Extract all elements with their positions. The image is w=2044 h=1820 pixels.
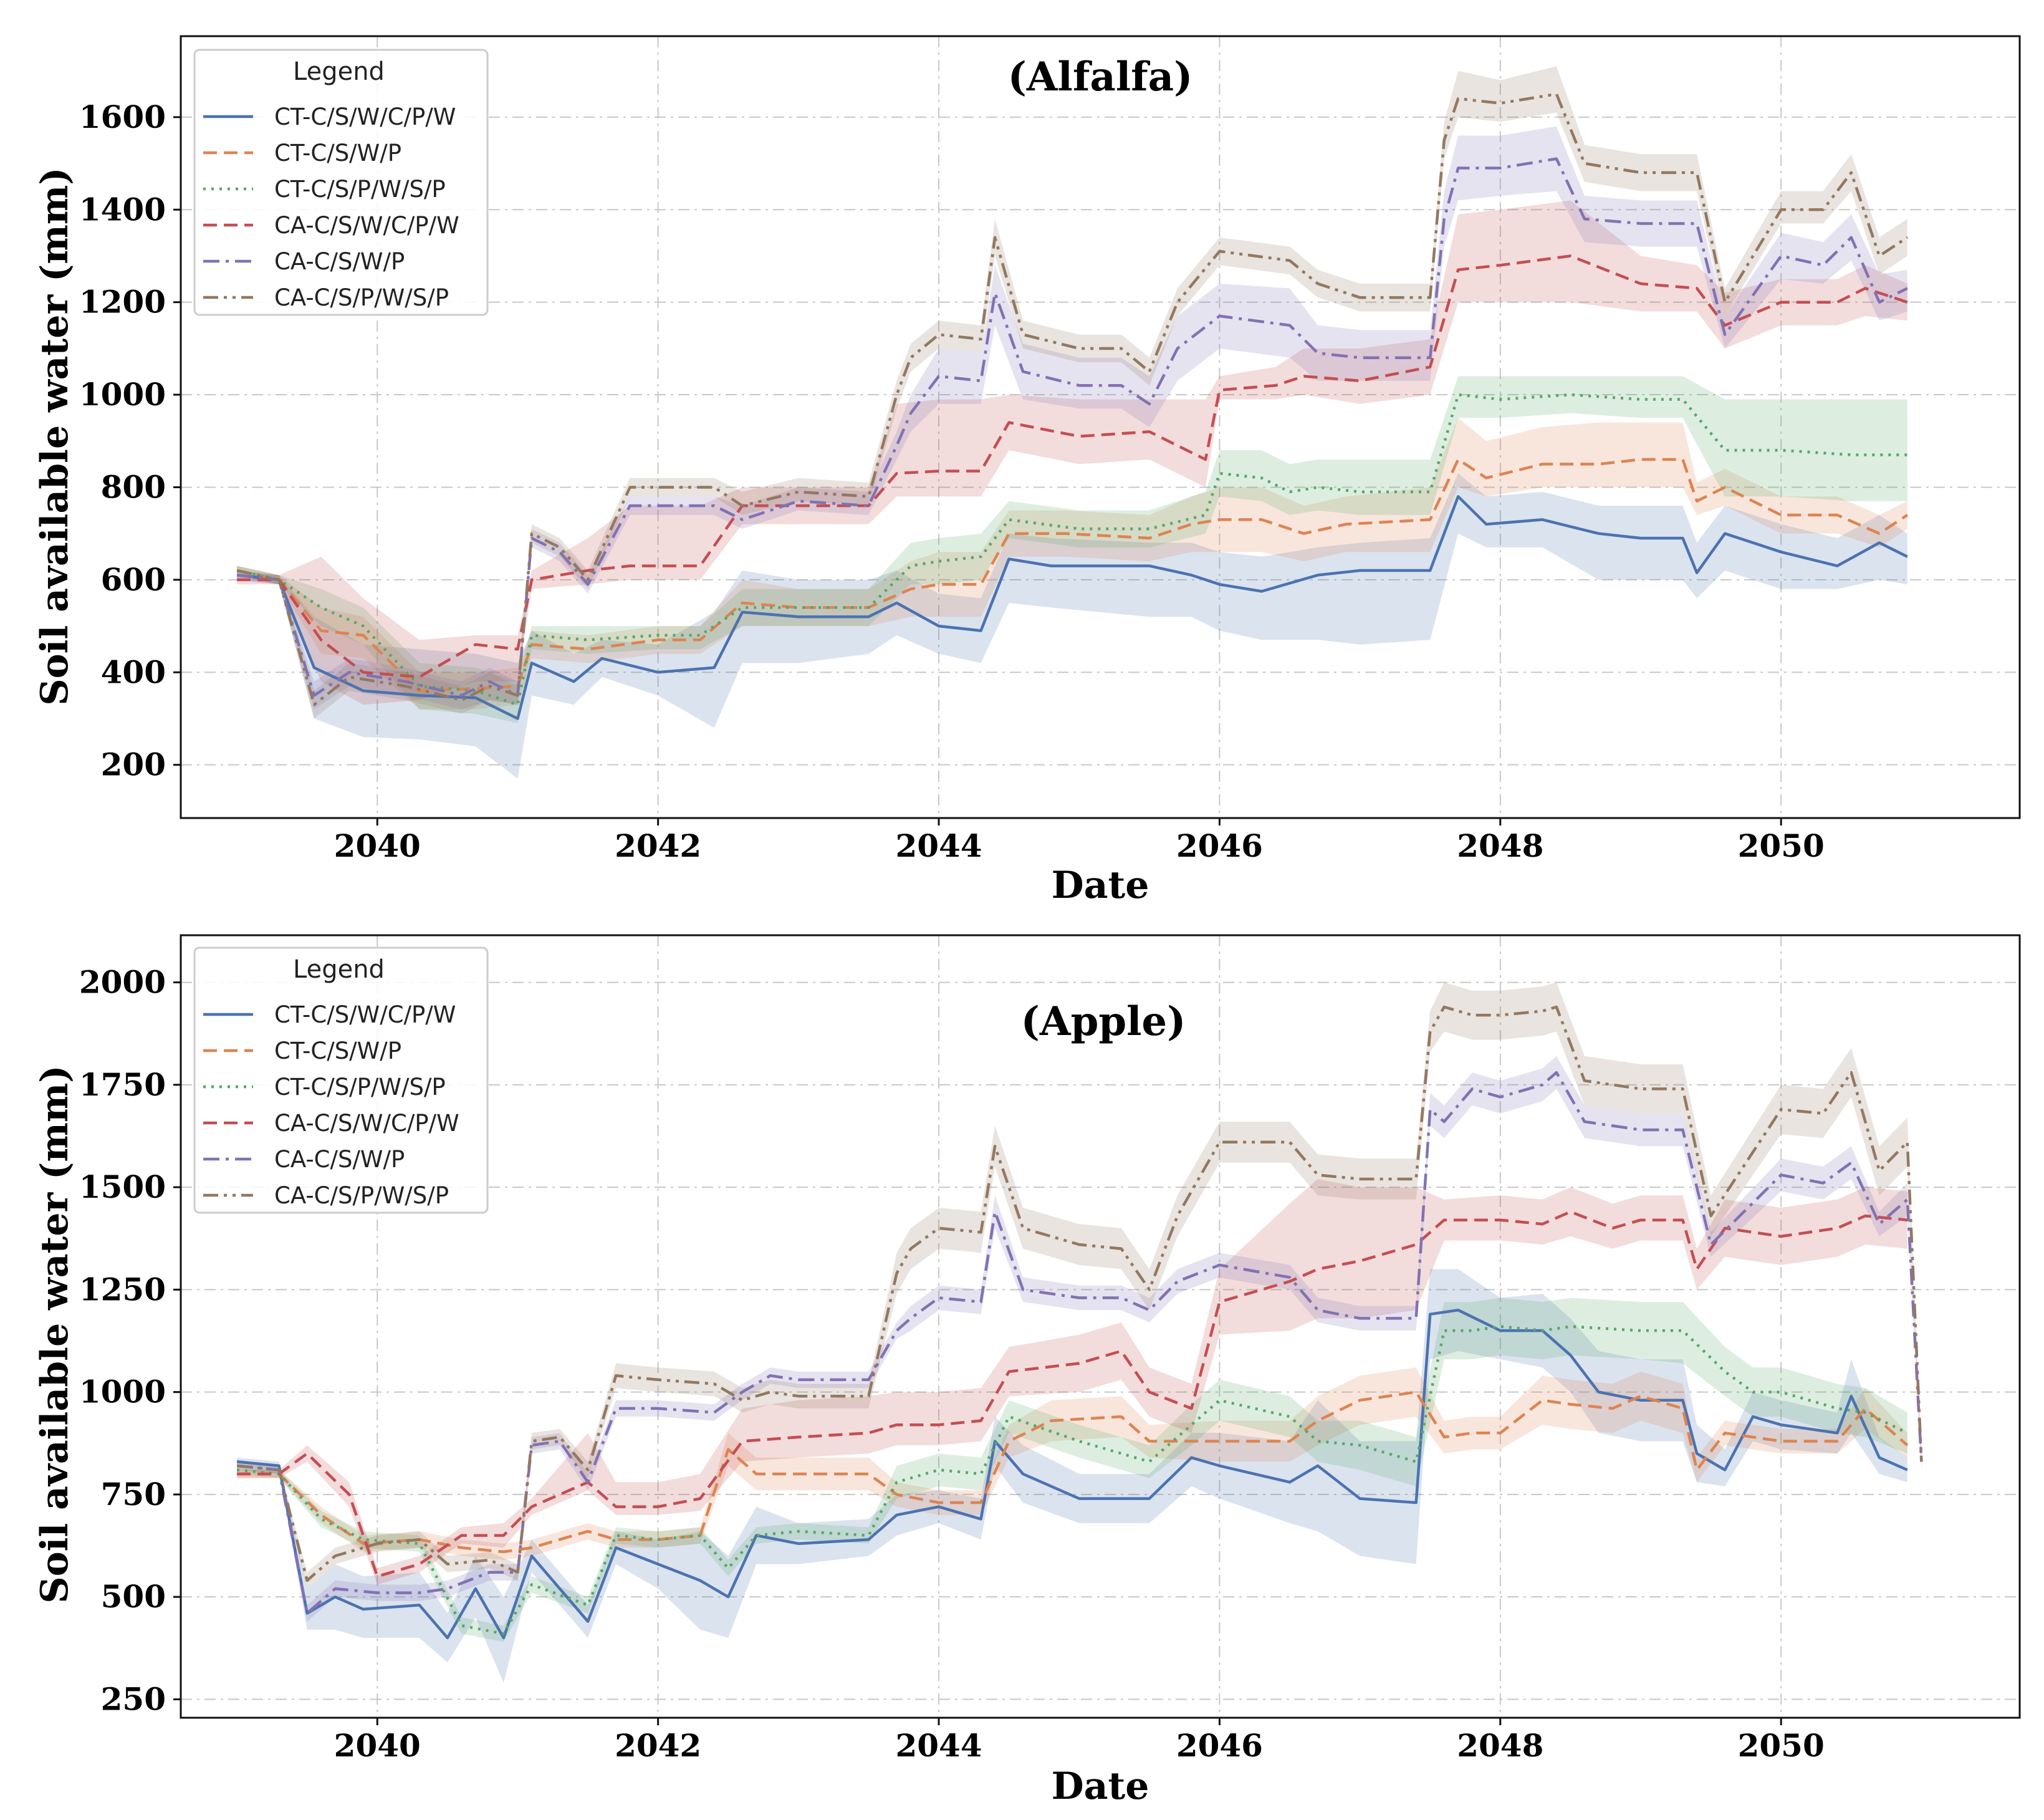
alfalfa-plot-frame xyxy=(180,35,2021,819)
alfalfa-y-tick-label-800: 800 xyxy=(101,468,166,505)
alfalfa-line-ca-c-s-w-c-p-w xyxy=(237,254,1908,678)
apple-y-tick-label-1250: 1250 xyxy=(79,1271,166,1307)
apple-band-ct-c-s-w-c-p-w xyxy=(237,1269,1907,1683)
alfalfa-line-ca-c-s-w-p xyxy=(236,157,1908,697)
apple-x-tick-label-2042: 2042 xyxy=(615,1727,701,1764)
apple-line-ca-c-s-w-p xyxy=(236,1071,1923,1615)
alfalfa-y-tick-label-600: 600 xyxy=(101,561,166,598)
apple-legend-label-ct-c-s-w-p: CT-C/S/W/P xyxy=(274,1038,401,1064)
alfalfa-x-tick-label-2048: 2048 xyxy=(1457,827,1543,864)
apple-legend-box xyxy=(193,946,489,1214)
alfalfa-x-tick-label-2050: 2050 xyxy=(1738,827,1825,864)
apple-legend-label-ct-c-s-p-w-s-p: CT-C/S/P/W/S/P xyxy=(274,1074,446,1100)
alfalfa-line-ct-c-s-w-c-p-w xyxy=(236,495,1908,720)
apple-legend-label-ca-c-s-w-p: CA-C/S/W/P xyxy=(274,1146,405,1173)
apple-y-axis-title: Soil available water (mm) xyxy=(33,1065,77,1603)
alfalfa-legend: Legend CT-C/S/W/C/P/W CT-C/S/W/P CT-C/S/P/… xyxy=(193,49,489,316)
apple-band-ca-c-s-w-c-p-w xyxy=(237,1179,1907,1585)
apple-x-tick-label-2040: 2040 xyxy=(334,1727,421,1764)
apple-line-ct-c-s-w-p xyxy=(237,1390,1909,1554)
apple-y-tick-label-750: 750 xyxy=(101,1476,166,1513)
apple-x-tick-label-2050: 2050 xyxy=(1738,1727,1825,1764)
apple-panel-title: (Apple) xyxy=(1021,998,1186,1045)
apple-x-tick-label-2048: 2048 xyxy=(1457,1727,1543,1764)
apple-legend-label-ca-c-s-w-c-p-w: CA-C/S/W/C/P/W xyxy=(274,1110,459,1137)
alfalfa-legend-box xyxy=(193,49,489,316)
alfalfa-line-ct-c-s-p-w-s-p xyxy=(236,393,1907,706)
apple-legend-title: Legend xyxy=(293,955,385,984)
alfalfa-band-ca-c-s-w-c-p-w xyxy=(237,200,1907,705)
alfalfa-y-tick-label-1000: 1000 xyxy=(79,376,166,413)
alfalfa-y-tick-label-1200: 1200 xyxy=(79,284,166,320)
alfalfa-legend-title: Legend xyxy=(293,57,385,86)
alfalfa-y-axis-title: Soil available water (mm) xyxy=(33,167,77,705)
alfalfa-x-tick-label-2046: 2046 xyxy=(1176,827,1263,864)
alfalfa-x-axis-title: Date xyxy=(1052,864,1149,907)
alfalfa-y-tick-label-400: 400 xyxy=(101,653,166,690)
alfalfa-x-tick-label-2042: 2042 xyxy=(615,827,701,864)
alfalfa-chart: 2040 2042 2044 2046 2048 2050 200 400 600 800 100… xyxy=(33,35,2021,907)
apple-plot-frame xyxy=(180,934,2021,1719)
apple-line-ct-c-s-w-c-p-w xyxy=(236,1308,1908,1640)
alfalfa-legend-label-ct-c-s-w-p: CT-C/S/W/P xyxy=(274,140,401,166)
apple-y-tick-label-1750: 1750 xyxy=(79,1066,166,1103)
apple-y-tick-label-2000: 2000 xyxy=(79,964,166,1001)
alfalfa-legend-label-ca-c-s-w-p: CA-C/S/W/P xyxy=(274,248,405,275)
apple-chart: 2040 2042 2044 2046 2048 2050 250 500 750 1000 12… xyxy=(33,934,2021,1808)
alfalfa-legend-label-ct-c-s-p-w-s-p: CT-C/S/P/W/S/P xyxy=(274,176,446,203)
alfalfa-band-ct-c-s-w-p xyxy=(237,418,1907,710)
alfalfa-legend-label-ca-c-s-p-w-s-p: CA-C/S/P/W/S/P xyxy=(274,284,449,311)
apple-legend-label-ca-c-s-p-w-s-p: CA-C/S/P/W/S/P xyxy=(274,1182,449,1209)
apple-y-tick-label-250: 250 xyxy=(101,1680,166,1717)
apple-x-tick-label-2044: 2044 xyxy=(895,1727,982,1764)
apple-legend: Legend CT-C/S/W/C/P/W CT-C/S/W/P CT-C/S/P/… xyxy=(193,946,489,1214)
alfalfa-legend-label-ca-c-s-w-c-p-w: CA-C/S/W/C/P/W xyxy=(274,212,459,239)
alfalfa-x-tick-label-2044: 2044 xyxy=(895,827,982,864)
apple-x-tick-label-2046: 2046 xyxy=(1176,1727,1263,1764)
apple-x-axis-title: Date xyxy=(1052,1765,1149,1808)
apple-line-ca-c-s-w-c-p-w xyxy=(237,1210,1908,1578)
apple-line-ct-c-s-p-w-s-p xyxy=(236,1325,1908,1635)
apple-line-ca-c-s-p-w-s-p xyxy=(236,1005,1923,1582)
apple-y-tick-label-1000: 1000 xyxy=(79,1374,166,1410)
apple-y-tick-label-500: 500 xyxy=(101,1578,166,1615)
alfalfa-x-tick-label-2040: 2040 xyxy=(334,827,421,864)
alfalfa-panel-title: (Alfalfa) xyxy=(1008,54,1193,100)
alfalfa-y-tick-label-200: 200 xyxy=(101,746,166,783)
alfalfa-band-ct-c-s-p-w-s-p xyxy=(237,376,1907,723)
alfalfa-y-tick-label-1600: 1600 xyxy=(79,99,166,135)
alfalfa-y-tick-label-1400: 1400 xyxy=(79,191,166,228)
apple-y-tick-label-1500: 1500 xyxy=(79,1168,166,1205)
apple-legend-label-ct-c-s-w-c-p-w: CT-C/S/W/C/P/W xyxy=(274,1001,456,1028)
alfalfa-legend-label-ct-c-s-w-c-p-w: CT-C/S/W/C/P/W xyxy=(274,104,456,130)
